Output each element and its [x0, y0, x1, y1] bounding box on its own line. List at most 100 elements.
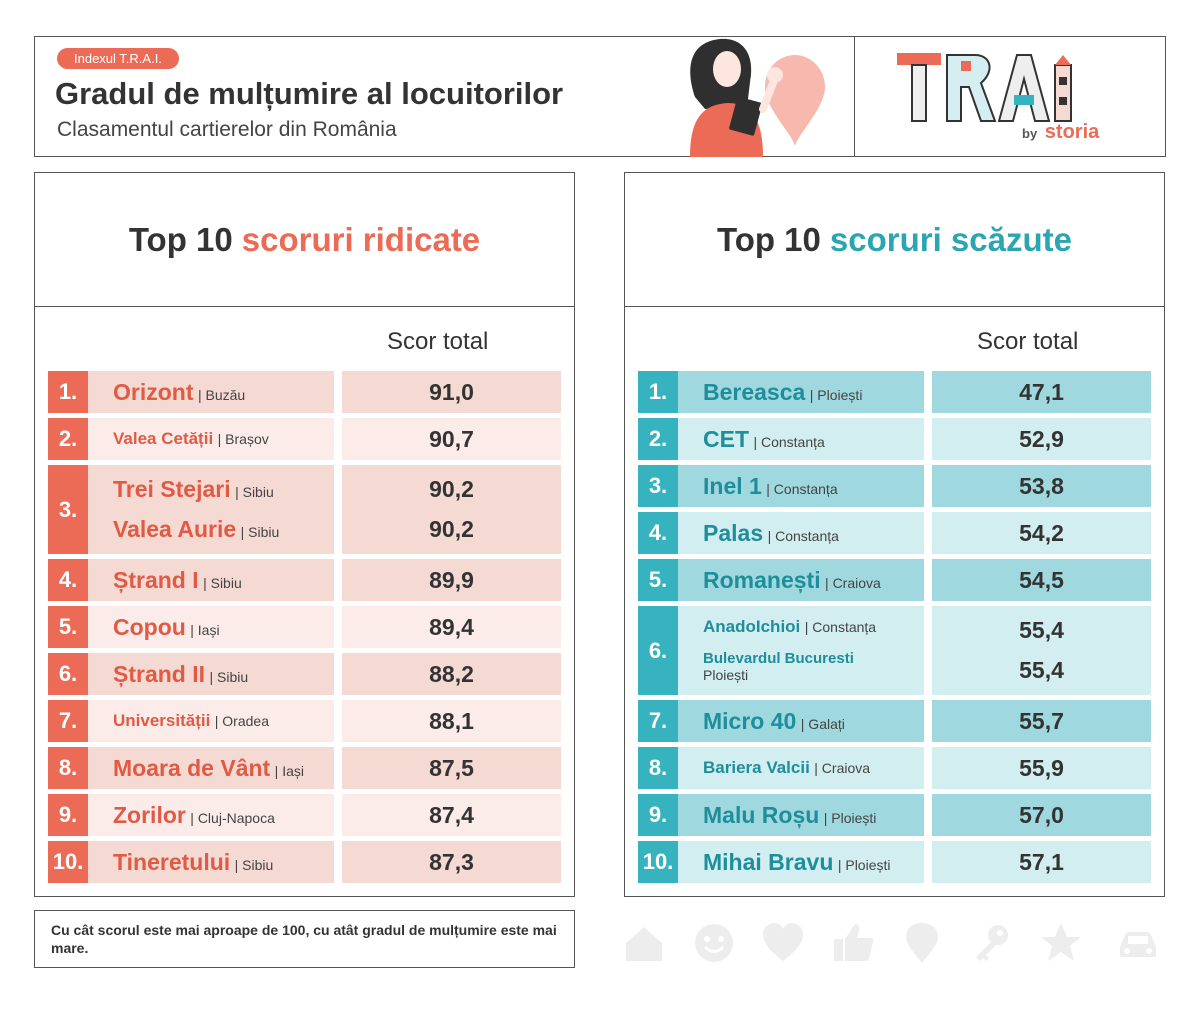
name-cell: Orizont | Buzău: [88, 371, 334, 413]
rank-badge: 5.: [48, 606, 88, 648]
rank-badge: 2.: [638, 418, 678, 460]
name-cell: Malu Roșu | Ploiești: [678, 794, 924, 836]
neighborhood-name: Romanești: [703, 566, 821, 593]
neighborhood-name: Bulevardul Bucuresti: [703, 650, 854, 668]
score-value: 89,9: [342, 559, 561, 601]
name-cell: Tineretului | Sibiu: [88, 841, 334, 883]
city-name: | Sibiu: [203, 574, 242, 591]
table-row: 7. Universității | Oradea 88,1: [48, 700, 563, 742]
table-row: 8. Moara de Vânt | Iași 87,5: [48, 747, 563, 789]
score-value: 89,4: [342, 606, 561, 648]
rank-badge: 8.: [48, 747, 88, 789]
score-cell: 90,2 90,2: [342, 465, 561, 554]
neighborhood-name: Inel 1: [703, 472, 762, 499]
city-name: | Cluj-Napoca: [190, 809, 275, 826]
score-value: 91,0: [342, 371, 561, 413]
neighborhood-name: Micro 40: [703, 707, 797, 734]
name-cell: Moara de Vânt | Iași: [88, 747, 334, 789]
score-value: 52,9: [932, 418, 1151, 460]
smiley-icon: [694, 924, 733, 962]
neighborhood-name: Orizont: [113, 378, 194, 405]
by-label: by: [1022, 126, 1038, 141]
city-name: | Galați: [800, 715, 845, 732]
score-value: 57,0: [932, 794, 1151, 836]
city-name: | Sibiu: [240, 524, 280, 541]
score-value: 87,4: [342, 794, 561, 836]
star-icon: [1041, 923, 1082, 961]
top-low-title-accent: scoruri scăzute: [829, 220, 1072, 258]
woman-with-tablet-illustration: [690, 38, 825, 157]
neighborhood-name: Malu Roșu: [703, 801, 820, 828]
name-cell: Romanești | Craiova: [678, 559, 924, 601]
neighborhood-name: Valea Cetății: [113, 429, 214, 448]
page-subtitle: Clasamentul cartierelor din România: [57, 118, 397, 141]
rank-badge: 8.: [638, 747, 678, 789]
table-row: 6. AnadoIchioi | Constanța Bulevardul Bu…: [638, 606, 1153, 695]
top-high-title-prefix: Top 10: [128, 220, 233, 258]
name-cell: Trei Stejari | Sibiu Valea Aurie | Sibiu: [88, 465, 334, 554]
location-pin-icon: [906, 923, 939, 963]
trai-logo: [897, 53, 1072, 122]
neighborhood-name: CET: [703, 425, 749, 452]
city-name: | Iași: [190, 621, 220, 638]
key-icon: [975, 925, 1008, 961]
top-high-title-accent: scoruri ridicate: [241, 220, 481, 258]
score-value: 90,7: [342, 418, 561, 460]
rank-badge: 6.: [48, 653, 88, 695]
score-value: 90,2: [429, 475, 474, 502]
city-name: | Craiova: [825, 574, 881, 591]
rank-badge: 9.: [638, 794, 678, 836]
neighborhood-name: Trei Stejari: [113, 475, 231, 502]
top-high-title: Top 10 scoruri ridicate: [35, 173, 574, 307]
city-name: | Buzău: [197, 386, 246, 403]
brand-name: storia: [1044, 121, 1100, 143]
city-name: | Craiova: [814, 760, 871, 776]
score-value: 55,4: [1019, 657, 1064, 684]
heart-icon: [763, 923, 804, 961]
city-name: | Ploiești: [837, 856, 891, 873]
table-row: 3. Trei Stejari | Sibiu Valea Aurie | Si…: [48, 465, 563, 554]
neighborhood-name: Ștrand I: [113, 566, 199, 593]
score-value: 87,5: [342, 747, 561, 789]
score-value: 88,2: [342, 653, 561, 695]
rank-badge: 1.: [638, 371, 678, 413]
neighborhood-name: Bereasca: [703, 378, 806, 405]
top-low-score-header: Scor total: [977, 328, 1079, 355]
brand-area: by storia: [855, 37, 1165, 156]
footnote: Cu cât scorul este mai aproape de 100, c…: [34, 910, 575, 968]
city-name: | Constanța: [753, 433, 825, 450]
table-row: 2. CET | Constanța 52,9: [638, 418, 1153, 460]
rank-badge: 2.: [48, 418, 88, 460]
table-row: 10. Mihai Bravu | Ploiești 57,1: [638, 841, 1153, 883]
city-name: | Sibiu: [235, 483, 274, 500]
name-cell: Copou | Iași: [88, 606, 334, 648]
table-row: 4. Ștrand I | Sibiu 89,9: [48, 559, 563, 601]
city-name: | Constanța: [766, 480, 838, 497]
top-low-rows: 1. Bereasca | Ploiești 47,1 2. CET | Con…: [638, 371, 1153, 888]
score-value: 54,5: [932, 559, 1151, 601]
score-value: 87,3: [342, 841, 561, 883]
rank-badge: 4.: [638, 512, 678, 554]
top-low-panel: Top 10 scoruri scăzute Scor total 1. Ber…: [624, 172, 1165, 897]
table-row: 8. Bariera Valcii | Craiova 55,9: [638, 747, 1153, 789]
city-name: | Iași: [274, 762, 304, 779]
city-name: | Ploiești: [823, 809, 877, 826]
name-cell: Mihai Bravu | Ploiești: [678, 841, 924, 883]
footer-icons: [622, 920, 1167, 966]
car-icon: [1119, 932, 1156, 957]
neighborhood-name: Zorilor: [113, 801, 186, 828]
neighborhood-name: Ștrand II: [113, 660, 206, 687]
score-cell: 55,4 55,4: [932, 606, 1151, 695]
rank-badge: 3.: [638, 465, 678, 507]
city-name: | Constanța: [804, 618, 877, 635]
name-cell: Inel 1 | Constanța: [678, 465, 924, 507]
table-row: 2. Valea Cetății | Brașov 90,7: [48, 418, 563, 460]
header: Indexul T.R.A.I. Gradul de mulțumire al …: [34, 36, 1166, 157]
score-value: 47,1: [932, 371, 1151, 413]
score-value: 53,8: [932, 465, 1151, 507]
name-cell: Ștrand II | Sibiu: [88, 653, 334, 695]
score-value: 55,7: [932, 700, 1151, 742]
city-name: Ploiești: [703, 667, 749, 684]
table-row: 5. Romanești | Craiova 54,5: [638, 559, 1153, 601]
city-name: | Brașov: [217, 431, 269, 447]
